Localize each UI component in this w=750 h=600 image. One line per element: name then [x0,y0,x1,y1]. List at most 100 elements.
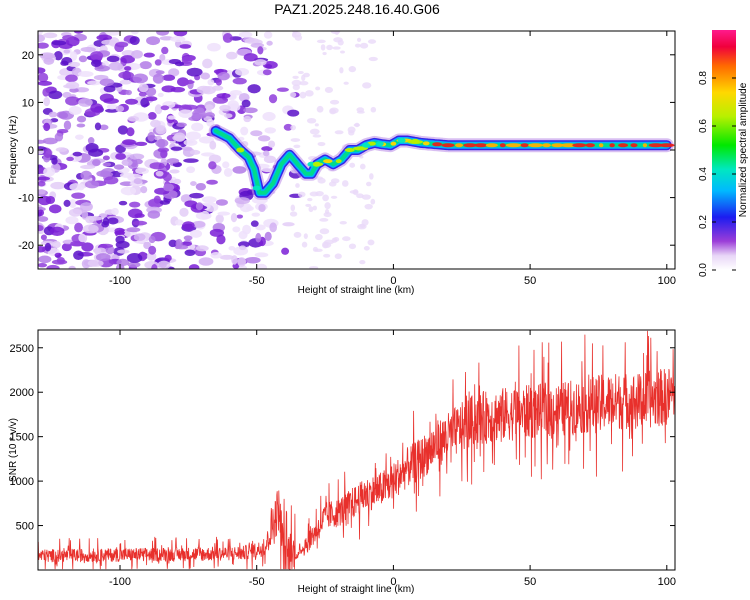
spectrogram-noise-blob [232,77,247,85]
spectrogram-noise-blob [120,55,135,64]
spectrogram-noise-blob [359,259,366,265]
spectrogram-noise-blob [184,249,196,256]
spectrogram-noise-blob [68,208,83,217]
colorbar-tick-label: 0.8 [698,71,709,85]
spectrogram-noise-blob [132,220,148,226]
spectrogram-noise-blob [245,256,261,264]
spectrogram-noise-blob [103,176,119,185]
spectrogram-noise-blob [362,82,372,89]
spectrogram-noise-blob [364,203,373,210]
spectrogram-noise-blob [74,222,84,233]
spectrogram-noise-blob [163,183,175,192]
snr-xtick-label: 100 [658,576,676,588]
spectrogram-noise-blob [43,148,52,159]
spectrogram-noise-blob [217,211,231,216]
spectrogram-noise-blob [94,122,102,131]
spectrogram-noise-blob [127,261,141,268]
spectrogram-noise-blob [207,42,221,52]
spectrogram-noise-blob [51,157,58,165]
spectrogram-noise-blob [80,202,93,212]
spectrogram-noise-blob [43,122,51,132]
spectrogram-noise-blob [125,89,132,96]
spectrogram-noise-blob [198,136,215,144]
colorbar: 0.0 0.2 0.4 0.6 0.8 Normalized spectral ampl… [698,30,749,277]
snr-y-ticks: 500 1000 1500 2000 2500 [10,343,675,533]
spectrogram-noise-blob [101,220,110,228]
snr-series-line [38,330,675,570]
spectrogram-noise-blob [87,259,104,267]
spectrogram-noise-blob [308,206,314,213]
spectrogram-noise-blob [38,42,49,49]
spectrogram-noise-blob [254,59,267,66]
spectrogram-noise-blob [258,203,266,212]
snr-ytick-label: 2500 [10,343,34,355]
spectrogram-noise-blob [184,200,198,208]
spectrogram-noise-blob [140,185,148,194]
spectrogram-noise-blob [99,171,114,178]
spectrogram-noise-blob [38,72,49,83]
spectrogram-noise-blob [227,103,241,112]
spectrogram-noise-blob [206,179,218,185]
spectrogram-noise-blob [113,164,125,170]
spectrogram-noise-blob [154,59,162,66]
spectrogram-noise-blob [69,183,82,191]
snr-panel: -100 -50 0 50 100 500 1000 1500 2000 2500 Height… [8,329,676,595]
spectrogram-noise-blob [306,117,317,124]
spectrogram-noise-blob [179,44,192,49]
spectrogram-noise-blob [148,198,164,208]
spectrogram-noise-blob [339,67,344,74]
spectrogram-noise-blob [263,155,277,164]
spectrogram-noise-blob [209,228,225,237]
spectrogram-noise-blob [359,42,369,49]
spectrogram-noise-blob [96,34,113,41]
spectrogram-noise-blob [55,147,68,152]
spectrogram-noise-blob [202,58,213,69]
spectrogram-noise-blob [74,134,84,140]
spectrogram-noise-blob [68,61,81,68]
spectrogram-noise-blob [38,180,46,187]
snr-ytick-label: 1500 [10,432,34,444]
snr-ytick-label: 2000 [10,387,34,399]
spectrogram-noise-blob [317,141,326,147]
spectrogram-noise-blob [363,245,370,251]
spectrogram-noise-blob [261,146,273,152]
spectrogram-noise-blob [76,115,87,123]
spectrogram-ridge-core [455,143,464,148]
spectrogram-noise-blob [76,123,86,128]
spectrogram-noise-blob [304,90,314,97]
spectrogram-noise-blob [322,52,327,56]
spectrogram-noise-blob [290,138,301,142]
spectrogram-noise-blob [291,31,302,38]
spectrogram-noise-blob [189,192,204,199]
spectrogram-noise-blob [195,182,207,191]
spectrogram-ridge-core [609,143,615,148]
spectrogram-noise-blob [168,59,181,65]
spectrogram-noise-blob [105,108,119,113]
spectrogram-noise-blob [159,54,166,62]
spectrogram-noise-blob [263,31,273,39]
spectrogram-noise-blob [78,98,93,107]
spectrogram-noise-blob [52,240,61,249]
spectrogram-noise-blob [251,212,261,217]
spectrogram-noise-blob [246,206,254,211]
snr-ytick-label: 1000 [10,476,34,488]
spectrogram-noise-blob [232,166,247,174]
spectrogram-noise-blob [185,131,201,141]
spectrogram-noise-blob [236,214,244,219]
spectrogram-noise-blob [189,149,201,155]
spectrogram-noise-blob [127,208,143,219]
spectrogram-noise-blob [95,253,111,262]
spectrogram-noise-blob [231,255,238,265]
spectrogram-noise-blob [139,61,152,70]
spectrogram-noise-blob [282,222,295,227]
spectrogram-noise-blob [157,92,164,98]
spectrogram-noise-blob [224,113,233,119]
spectrogram-noise-blob [250,130,263,137]
spectrogram-noise-blob [254,252,269,258]
spectrogram-noise-blob [63,120,72,130]
spectrogram-noise-blob [315,190,324,197]
spectrogram-noise-blob [138,83,149,93]
spectrogram-noise-blob [42,88,50,97]
spectrogram-noise-blob [147,210,161,219]
